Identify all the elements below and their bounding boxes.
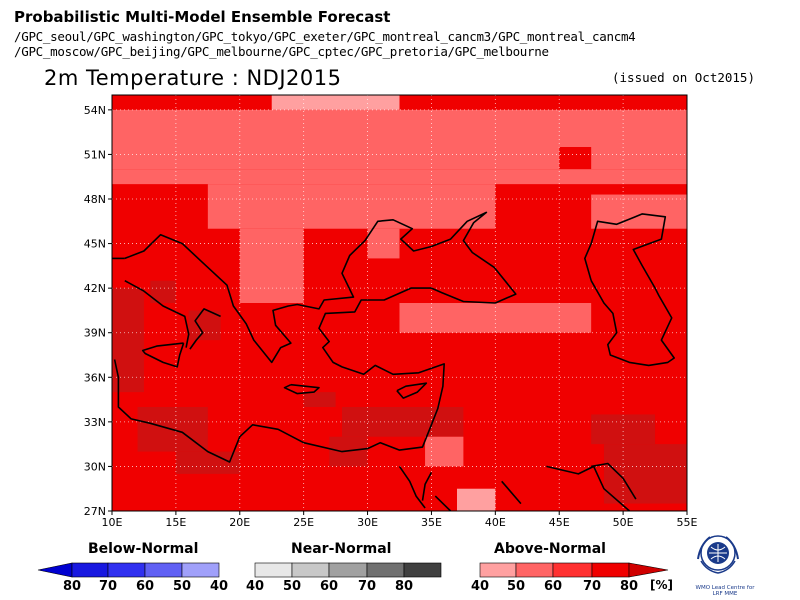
legend-near-swatch <box>366 562 405 578</box>
legend-below-tick: 80 <box>62 579 82 594</box>
probability-cell-above-40 <box>271 95 400 110</box>
legend-above-tick: 80 <box>619 579 639 594</box>
coastline <box>283 383 320 395</box>
probability-cell-above-70 <box>342 407 464 437</box>
legend-near-swatch <box>328 562 368 578</box>
legend-above-tick: 60 <box>543 579 563 594</box>
lat-tick-label: 54N <box>84 104 106 117</box>
legend-unit: [%] <box>650 578 673 592</box>
legend-above-swatch <box>552 562 593 578</box>
legend-near-title: Near-Normal <box>291 541 392 557</box>
model-list-line-2: /GPC_moscow/GPC_beijing/GPC_melbourne/GP… <box>14 44 549 59</box>
legend-above-swatch <box>591 562 630 578</box>
legend-bars <box>37 562 669 578</box>
coastline <box>113 211 517 463</box>
lon-tick-label: 55E <box>677 516 698 529</box>
lat-tick-label: 27N <box>84 505 106 518</box>
legend-below-swatch <box>107 562 146 578</box>
probability-cell-above-50 <box>425 436 464 467</box>
legend-below-tick: 60 <box>135 579 155 594</box>
probability-cell-above-70 <box>112 288 144 393</box>
legend-above-title: Above-Normal <box>494 541 606 557</box>
lon-tick-label: 45E <box>549 516 570 529</box>
legend-above-swatch <box>515 562 554 578</box>
coastline <box>141 342 185 368</box>
legend-above-tick: 50 <box>506 579 526 594</box>
legend-below-swatch <box>181 562 220 578</box>
probability-cell-above-70 <box>175 451 240 474</box>
lat-tick-label: 42N <box>84 282 106 295</box>
lat-tick-label: 30N <box>84 460 106 473</box>
coastline <box>398 465 426 509</box>
legend-above-swatch <box>479 562 517 578</box>
legend-near-swatch <box>403 562 442 578</box>
coastline <box>434 495 452 511</box>
lon-tick-label: 50E <box>613 516 634 529</box>
lon-tick-label: 35E <box>421 516 442 529</box>
lat-tick-label: 45N <box>84 238 106 251</box>
legend-near-tick: 60 <box>319 579 339 594</box>
lon-tick-label: 40E <box>485 516 506 529</box>
lat-tick-label: 39N <box>84 327 106 340</box>
probability-cell-above-60 <box>559 147 592 170</box>
lon-tick-label: 30E <box>357 516 378 529</box>
legend-below-tick: 50 <box>172 579 192 594</box>
legend-near-swatch <box>291 562 330 578</box>
probability-cell-above-70 <box>188 310 221 341</box>
coastline <box>396 382 428 399</box>
probability-cell-above-50 <box>239 228 304 303</box>
coastlines <box>112 211 675 511</box>
longitude-axis: 10E 15E 20E 25E 30E 35E 40E 45E 50E 55E <box>102 511 698 529</box>
probability-cell-above-70 <box>303 392 336 407</box>
coastline <box>189 308 221 350</box>
probability-cell-above-50 <box>207 184 496 229</box>
legend-near-tick: 80 <box>394 579 414 594</box>
probability-cell-above-50 <box>112 169 687 185</box>
wmo-logo-icon <box>697 535 739 574</box>
map-title: 2m Temperature : NDJ2015 <box>44 66 342 90</box>
lon-tick-label: 25E <box>293 516 314 529</box>
lat-tick-label: 48N <box>84 193 106 206</box>
lat-tick-label: 51N <box>84 148 106 161</box>
legend-below-tick: 70 <box>98 579 118 594</box>
probability-cell-above-50 <box>591 194 687 229</box>
probability-cell-above-50 <box>112 109 687 170</box>
coastline <box>591 462 637 500</box>
legend-above-tick: 70 <box>582 579 602 594</box>
legend-near-tick: 50 <box>282 579 302 594</box>
lat-tick-label: 33N <box>84 416 106 429</box>
coastline <box>421 472 433 501</box>
legend-below-arrow <box>37 562 73 578</box>
coastline <box>584 213 675 367</box>
legend-near-swatch <box>254 562 293 578</box>
issued-date: (issued on Oct2015) <box>612 70 755 85</box>
legend-below-swatch <box>71 562 109 578</box>
legend-below-tick: 40 <box>209 579 229 594</box>
model-list-line-1: /GPC_seoul/GPC_washington/GPC_tokyo/GPC_… <box>14 29 636 44</box>
legend-near-tick: 40 <box>245 579 265 594</box>
legend-above-tick: 40 <box>470 579 490 594</box>
coastline <box>124 279 190 348</box>
probability-cell-above-70 <box>603 444 687 504</box>
lon-tick-label: 20E <box>229 516 250 529</box>
legend-below-swatch <box>144 562 183 578</box>
probability-cells <box>112 95 687 511</box>
legend-near-tick: 70 <box>357 579 377 594</box>
latitude-axis: 54N 51N 48N 45N 42N 39N 36N 33N 30N 27N <box>84 104 112 518</box>
probability-cell-above-40 <box>457 488 496 511</box>
map-frame <box>111 94 688 512</box>
legend-above-arrow <box>628 562 669 578</box>
legend-below-title: Below-Normal <box>88 541 199 557</box>
coastline <box>501 480 522 505</box>
wmo-logo-caption: WMO Lead Centre for LRF MME <box>695 585 755 597</box>
lat-tick-label: 36N <box>84 371 106 384</box>
lon-tick-label: 15E <box>165 516 186 529</box>
lon-tick-label: 10E <box>102 516 123 529</box>
main-title: Probabilistic Multi-Model Ensemble Forec… <box>14 8 391 26</box>
probability-cell-above-70 <box>150 280 176 303</box>
